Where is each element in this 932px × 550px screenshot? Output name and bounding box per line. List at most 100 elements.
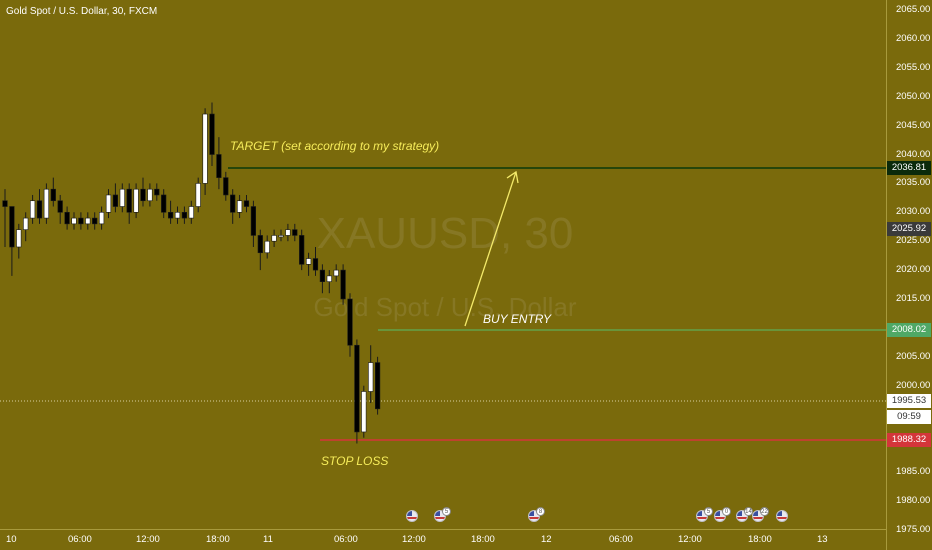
candle	[209, 102, 215, 167]
candle	[181, 206, 188, 224]
candle-body	[16, 229, 22, 248]
candle-body	[188, 206, 194, 219]
candle-body	[299, 235, 305, 265]
candle	[216, 137, 222, 190]
current-price-tag: 2025.92	[887, 222, 931, 236]
candle-body	[374, 362, 381, 410]
countdown-tag: 09:59	[887, 410, 931, 424]
candle	[154, 183, 160, 201]
entry-price-tag: 2008.02	[887, 323, 931, 337]
candle-body	[2, 200, 8, 207]
candle	[188, 200, 194, 224]
price-tick-label: 2025.00	[896, 235, 931, 247]
stop-loss-label: STOP LOSS	[321, 454, 388, 468]
price-tick-label: 2050.00	[896, 90, 931, 102]
candle-body	[278, 235, 284, 238]
event-count-badge: 5	[704, 507, 713, 516]
us-flag-event-icon[interactable]	[776, 510, 788, 522]
candle-body	[29, 200, 36, 219]
time-tick-label: 12	[541, 534, 552, 545]
price-tick-label: 2055.00	[896, 61, 931, 73]
candle	[126, 183, 132, 224]
candle	[174, 206, 181, 224]
candle	[2, 189, 8, 247]
candle-body	[230, 194, 236, 213]
price-tick-label: 2060.00	[896, 32, 931, 44]
candle-body	[9, 206, 15, 248]
price-tick-label: 2065.00	[896, 4, 931, 15]
candle	[43, 183, 49, 224]
candle-body	[57, 200, 63, 213]
candle-body	[333, 269, 339, 277]
candle	[374, 356, 381, 415]
candle-body	[319, 269, 326, 282]
watermark: XAUUSD, 30 Gold Spot / U.S. Dollar	[314, 209, 577, 322]
time-tick-label: 18:00	[748, 534, 772, 545]
candle-body	[161, 194, 167, 213]
event-count-badge: 22	[760, 507, 769, 516]
candle	[305, 252, 312, 276]
candle-body	[92, 217, 98, 225]
candle	[237, 194, 243, 219]
candle-body	[140, 188, 146, 202]
time-tick-label: 06:00	[609, 534, 633, 545]
candle-body	[23, 217, 29, 230]
candle	[202, 108, 208, 195]
candle-body	[285, 229, 291, 236]
target-price-tag: 2036.81	[887, 161, 931, 175]
target-label: TARGET (set according to my strategy)	[230, 139, 439, 153]
candle	[271, 229, 277, 247]
candle	[326, 270, 332, 294]
candle-body	[264, 240, 270, 254]
candle	[57, 194, 63, 224]
candle	[299, 229, 305, 271]
candle-body	[312, 258, 319, 271]
price-tick-label: 1985.00	[896, 466, 931, 478]
price-tick-label: 2000.00	[896, 379, 931, 391]
price-tick-label: 2015.00	[896, 293, 931, 304]
price-tick-label: 2020.00	[896, 264, 931, 276]
symbol-title: Gold Spot / U.S. Dollar, 30, FXCM	[6, 6, 158, 17]
candle-body	[257, 235, 263, 254]
candle-body	[361, 391, 367, 433]
candle-body	[85, 217, 91, 225]
candle-body	[99, 212, 105, 225]
price-tick-label: 2005.00	[896, 350, 931, 362]
us-flag-event-icon[interactable]	[406, 510, 418, 522]
candle	[105, 189, 112, 219]
candle-body	[202, 113, 208, 184]
time-tick-label: 11	[263, 534, 273, 545]
price-tick-label: 2045.00	[896, 119, 931, 131]
time-axis[interactable]	[0, 529, 886, 530]
candle	[147, 183, 153, 207]
price-tick-label: 2030.00	[896, 206, 931, 218]
candle	[161, 189, 167, 219]
candle	[23, 212, 29, 242]
candle	[368, 345, 374, 404]
candle	[333, 264, 339, 282]
price-tick-label: 1980.00	[896, 495, 931, 507]
last-price-tag: 1995.53	[887, 394, 931, 408]
price-axis[interactable]	[886, 0, 932, 550]
candle-body	[326, 275, 332, 282]
candle-body	[78, 217, 84, 225]
candle-body	[50, 188, 56, 202]
projection-arrow[interactable]	[464, 170, 519, 327]
candle	[64, 206, 70, 230]
candle	[230, 189, 236, 224]
candle	[285, 223, 291, 242]
candle	[354, 339, 360, 444]
price-tick-label: 1975.00	[896, 524, 931, 536]
time-tick-label: 06:00	[68, 534, 92, 545]
candle	[16, 223, 22, 259]
candle	[278, 229, 284, 242]
candle	[223, 171, 229, 201]
candlestick-series	[2, 102, 381, 444]
price-tick-label: 2040.00	[896, 148, 931, 160]
candle	[264, 235, 270, 259]
time-tick-label: 13	[817, 534, 828, 545]
candle	[50, 177, 56, 207]
candle-body	[368, 362, 374, 392]
candle	[85, 212, 91, 230]
